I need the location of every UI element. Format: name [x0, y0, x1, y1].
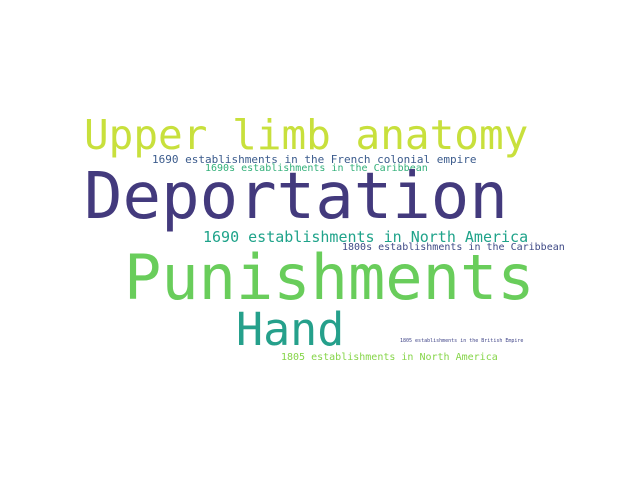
word-1690-french-colonial-empire: 1690 establishments in the French coloni… — [152, 153, 477, 166]
word-deportation: Deportation — [84, 160, 508, 234]
word-upper-limb-anatomy: Upper limb anatomy — [84, 111, 529, 159]
word-1690s-caribbean: 1690s establishments in the Caribbean — [205, 163, 428, 174]
word-1805-north-america: 1805 establishments in North America — [281, 352, 498, 363]
word-punishments: Punishments — [124, 241, 535, 314]
word-1805-british-empire: 1805 establishments in the British Empir… — [400, 338, 524, 344]
word-1800s-caribbean: 1800s establishments in the Caribbean — [342, 242, 565, 253]
word-1690-north-america: 1690 establishments in North America — [203, 228, 529, 246]
word-hand: Hand — [236, 303, 345, 356]
